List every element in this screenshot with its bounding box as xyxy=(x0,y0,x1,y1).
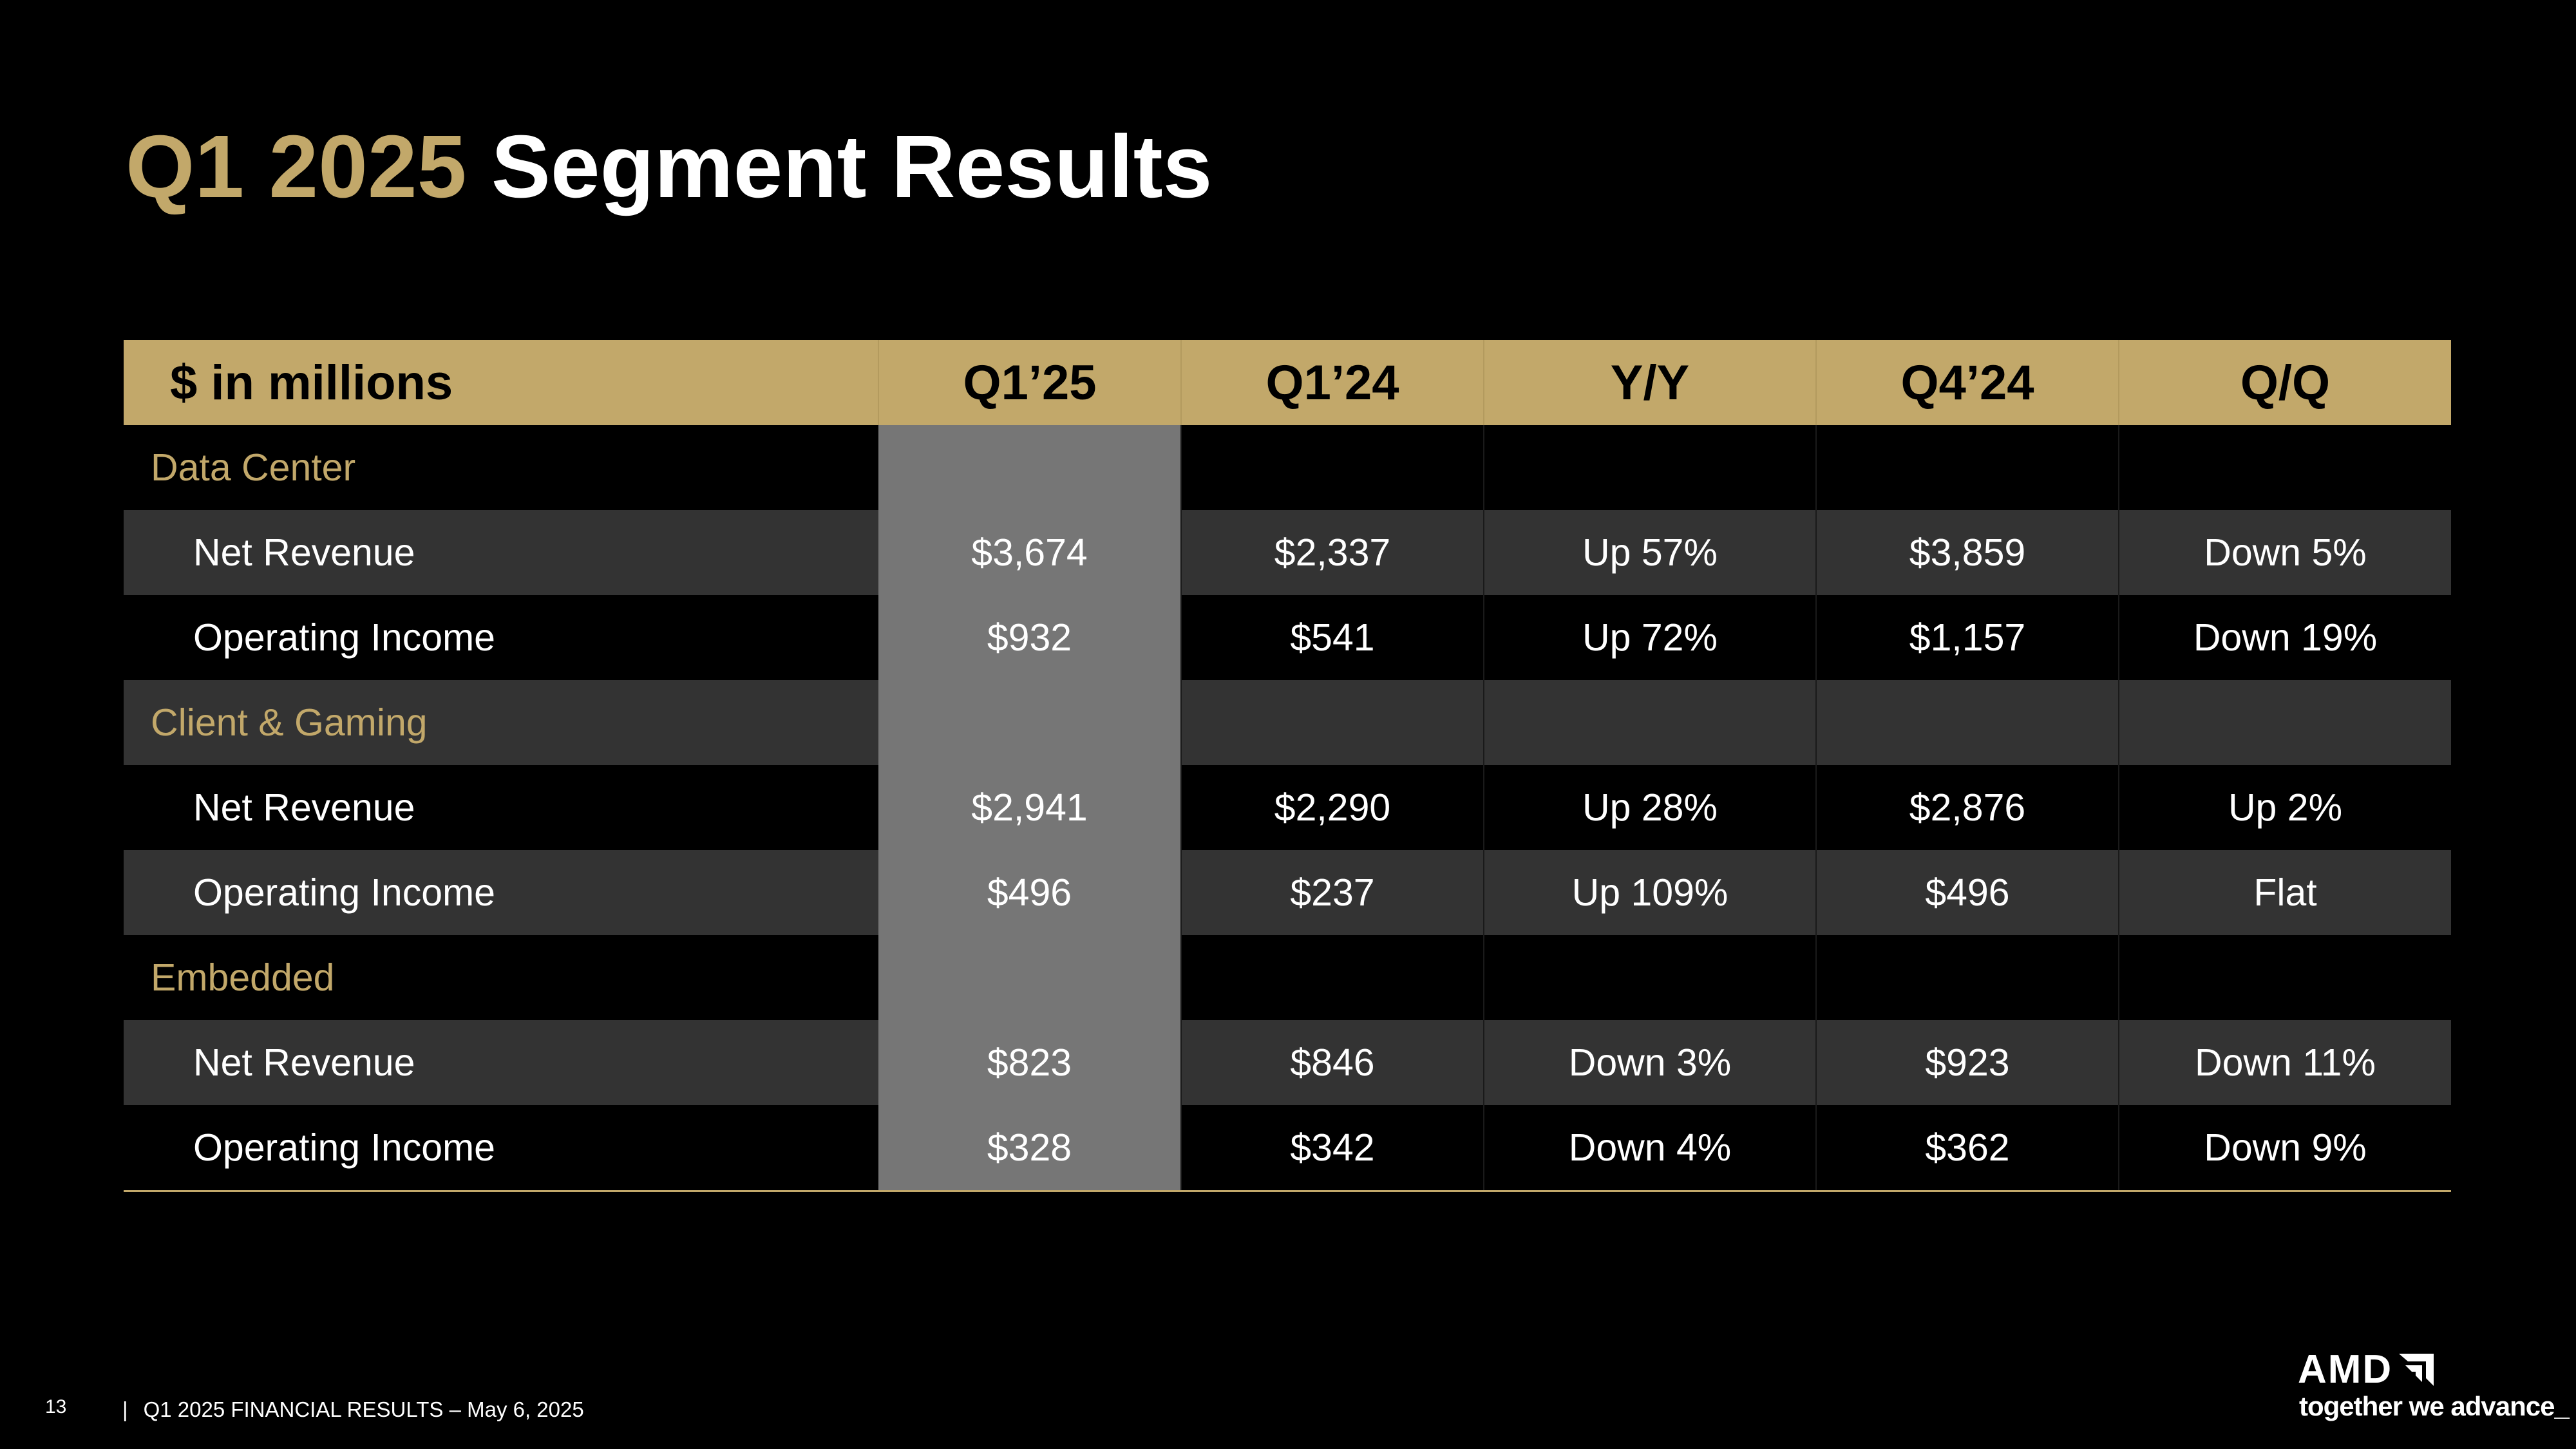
table-cell: $342 xyxy=(1180,1105,1484,1192)
table-row: Embedded xyxy=(124,935,2451,1020)
row-label: Net Revenue xyxy=(124,765,878,850)
table-cell: $541 xyxy=(1180,595,1484,680)
table-cell: $328 xyxy=(878,1105,1181,1192)
header-q4-24: Q4’24 xyxy=(1815,340,2119,425)
table-cell: Up 109% xyxy=(1483,850,1816,935)
table-cell: Up 72% xyxy=(1483,595,1816,680)
table-cell xyxy=(2118,680,2451,765)
row-label: Net Revenue xyxy=(124,510,878,595)
title-accent: Q1 2025 xyxy=(126,117,467,216)
table-cell: Down 19% xyxy=(2118,595,2451,680)
table-row: Net Revenue $823 $846 Down 3% $923 Down … xyxy=(124,1020,2451,1105)
table-cell: $2,337 xyxy=(1180,510,1484,595)
table-cell xyxy=(2118,425,2451,510)
section-label: Data Center xyxy=(124,425,878,510)
header-qq: Q/Q xyxy=(2118,340,2451,425)
footer-separator: | xyxy=(122,1397,128,1421)
table-cell xyxy=(1815,425,2119,510)
table-cell: $2,941 xyxy=(878,765,1181,850)
table-cell: $3,674 xyxy=(878,510,1181,595)
table-cell: $2,876 xyxy=(1815,765,2119,850)
amd-arrow-icon xyxy=(2399,1354,2434,1386)
table-cell: $3,859 xyxy=(1815,510,2119,595)
table-cell xyxy=(1180,425,1484,510)
table-cell xyxy=(878,680,1181,765)
row-label: Operating Income xyxy=(124,595,878,680)
table-cell xyxy=(2118,935,2451,1020)
table-cell: Down 3% xyxy=(1483,1020,1816,1105)
title-main: Segment Results xyxy=(491,117,1213,216)
table-row: Operating Income $932 $541 Up 72% $1,157… xyxy=(124,595,2451,680)
table-row: Client & Gaming xyxy=(124,680,2451,765)
table-cell: $237 xyxy=(1180,850,1484,935)
table-cell xyxy=(878,425,1181,510)
table-row: Net Revenue $2,941 $2,290 Up 28% $2,876 … xyxy=(124,765,2451,850)
row-label: Net Revenue xyxy=(124,1020,878,1105)
table-cell xyxy=(1815,935,2119,1020)
table-cell xyxy=(1180,935,1484,1020)
table-cell: Down 4% xyxy=(1483,1105,1816,1192)
header-q1-25: Q1’25 xyxy=(878,340,1181,425)
table-cell: Up 28% xyxy=(1483,765,1816,850)
table-row: Operating Income $496 $237 Up 109% $496 … xyxy=(124,850,2451,935)
amd-logo: AMD xyxy=(2298,1350,2434,1390)
table-cell xyxy=(1180,680,1484,765)
table-cell: Up 57% xyxy=(1483,510,1816,595)
table-cell: $823 xyxy=(878,1020,1181,1105)
table-cell: Up 2% xyxy=(2118,765,2451,850)
footer-text: Q1 2025 FINANCIAL RESULTS – May 6, 2025 xyxy=(143,1397,584,1421)
table-cell: $846 xyxy=(1180,1020,1484,1105)
table-cell: Down 9% xyxy=(2118,1105,2451,1192)
table-cell: Down 5% xyxy=(2118,510,2451,595)
table-cell xyxy=(1815,680,2119,765)
section-label: Client & Gaming xyxy=(124,680,878,765)
table-cell xyxy=(1483,680,1816,765)
table-cell xyxy=(1483,425,1816,510)
amd-wordmark: AMD xyxy=(2298,1347,2393,1392)
table-cell: $923 xyxy=(1815,1020,2119,1105)
amd-tagline: together we advance_ xyxy=(2299,1391,2570,1421)
row-label: Operating Income xyxy=(124,1105,878,1192)
table-row: Data Center xyxy=(124,425,2451,510)
segment-results-table: $ in millions Q1’25 Q1’24 Y/Y Q4’24 Q/Q … xyxy=(124,340,2451,1192)
header-units: $ in millions xyxy=(124,340,878,425)
table-cell: $932 xyxy=(878,595,1181,680)
table-cell xyxy=(1483,935,1816,1020)
table-cell: $496 xyxy=(1815,850,2119,935)
table-row: Operating Income $328 $342 Down 4% $362 … xyxy=(124,1105,2451,1192)
page-number: 13 xyxy=(45,1396,67,1417)
table-cell: $496 xyxy=(878,850,1181,935)
table-cell: Flat xyxy=(2118,850,2451,935)
table-row: Net Revenue $3,674 $2,337 Up 57% $3,859 … xyxy=(124,510,2451,595)
page-title: Q1 2025 Segment Results xyxy=(126,122,1212,211)
table-cell: $1,157 xyxy=(1815,595,2119,680)
footer-caption: | Q1 2025 FINANCIAL RESULTS – May 6, 2025 xyxy=(122,1397,584,1422)
header-q1-24: Q1’24 xyxy=(1180,340,1484,425)
table-header-row: $ in millions Q1’25 Q1’24 Y/Y Q4’24 Q/Q xyxy=(124,340,2451,425)
table-cell xyxy=(878,935,1181,1020)
table-cell: $362 xyxy=(1815,1105,2119,1192)
row-label: Operating Income xyxy=(124,850,878,935)
section-label: Embedded xyxy=(124,935,878,1020)
table-cell: $2,290 xyxy=(1180,765,1484,850)
header-yy: Y/Y xyxy=(1483,340,1816,425)
table-cell: Down 11% xyxy=(2118,1020,2451,1105)
